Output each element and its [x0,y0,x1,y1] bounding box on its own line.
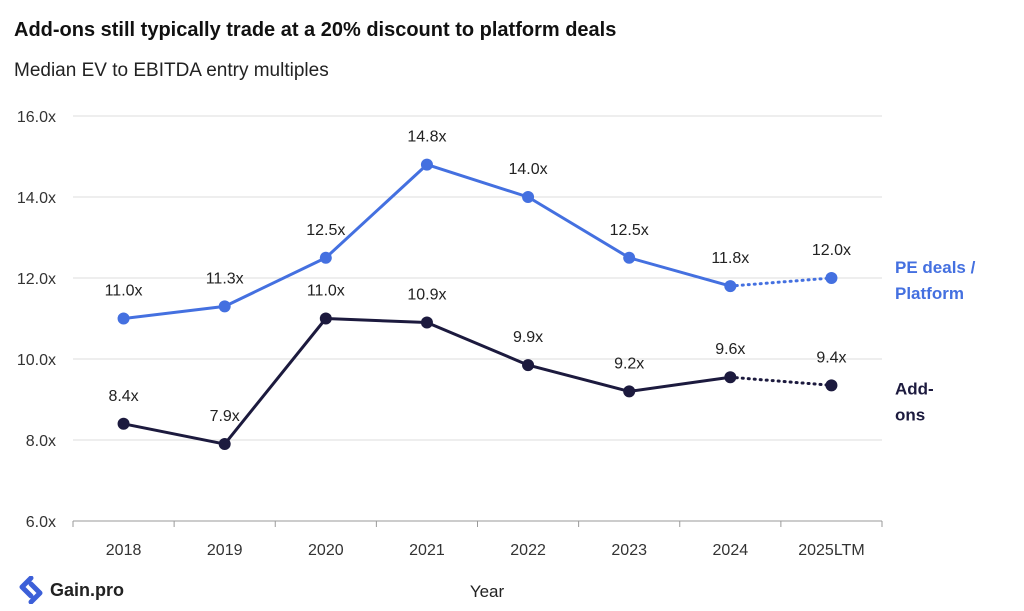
data-label: 14.8x [407,129,446,146]
data-label: 11.0x [307,283,345,300]
y-tick-label: 14.0x [17,190,56,207]
data-label: 9.9x [513,329,543,346]
y-tick-label: 12.0x [17,271,56,288]
data-point [218,300,231,313]
y-tick-label: 6.0x [26,514,56,531]
data-label: 9.4x [816,349,846,366]
data-point [319,251,332,264]
gain-pro-logo: Gain.pro [18,576,124,604]
data-label: 9.6x [715,341,745,358]
x-tick-label: 2025LTM [798,542,864,559]
series-dotted-segment [728,375,833,387]
series-name-label: Add- [895,379,934,398]
data-point [117,312,130,325]
data-point [623,251,636,264]
data-point [522,359,535,372]
series: 11.0x 11.3x 12.5x 14.8x 14.0x 12.5x 11.8x 12.0x… [105,129,976,451]
x-tick-label: 2019 [207,542,243,559]
series-dotted-segment [728,276,833,288]
chart-title: Add-ons still typically trade at a 20% d… [14,19,617,41]
data-label: 9.2x [614,355,644,372]
data-label: 14.0x [508,161,547,178]
x-tick-label: 2021 [409,542,445,559]
data-point [724,371,737,384]
data-point [825,272,838,284]
data-label: 11.8x [711,250,749,267]
data-label: 12.5x [610,222,649,239]
x-tick-label: 2018 [106,542,142,559]
data-point [724,280,737,293]
data-label: 10.9x [407,287,446,304]
axes: 6.0x 8.0x 10.0x 12.0x 14.0x 16.0x 2018 2019 2020… [17,109,883,559]
x-tick-label: 2022 [510,542,546,559]
series-name-label: PE deals / [895,258,976,277]
x-tick-label: 2020 [308,542,344,559]
data-point [522,191,535,203]
data-point [319,312,332,325]
x-axis-label: Year [470,582,505,601]
data-label: 8.4x [108,388,138,405]
data-label: 12.5x [306,222,345,239]
data-label: 11.3x [206,270,244,287]
data-point [218,438,231,451]
data-point [420,316,433,329]
chart-subtitle: Median EV to EBITDA entry multiples [14,60,329,81]
gain-pro-logo-icon [19,576,43,604]
data-point [117,417,130,430]
y-tick-label: 16.0x [17,109,56,126]
series-line [122,317,732,446]
data-label: 12.0x [812,242,851,259]
data-label: 11.0x [105,283,143,300]
x-tick-label: 2024 [713,542,749,559]
x-tick-label: 2023 [611,542,647,559]
gridlines [73,115,882,522]
series-name-label: Platform [895,284,964,303]
data-point [623,385,636,398]
brand-name: Gain.pro [50,579,125,600]
series-name-label: ons [895,405,925,424]
y-tick-label: 8.0x [26,433,56,450]
data-label: 7.9x [210,408,240,425]
y-tick-label: 10.0x [17,352,56,369]
data-point [825,379,838,392]
data-point [420,158,433,171]
